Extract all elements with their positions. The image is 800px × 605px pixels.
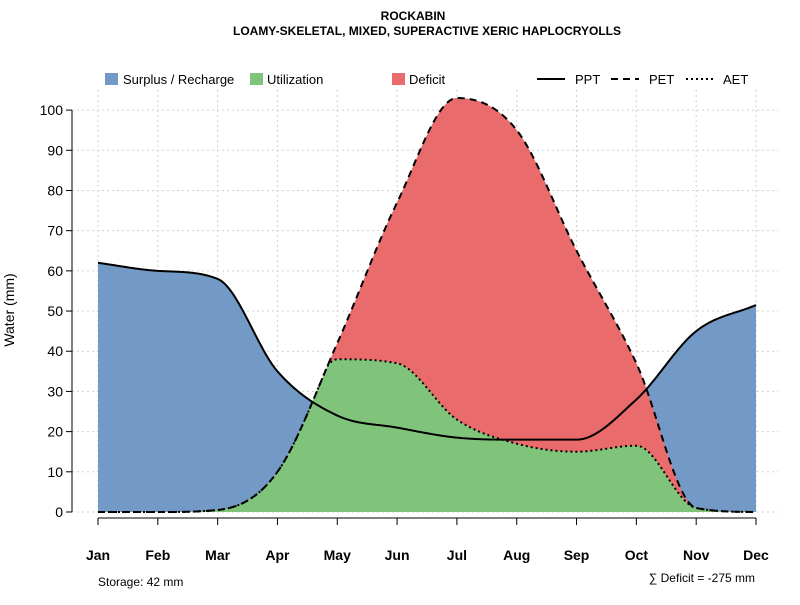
area-fills [98,98,756,512]
legend-label-deficit: Deficit [409,72,446,87]
x-tick-label: Jun [385,547,410,563]
legend-label-ppt: PPT [575,72,600,87]
x-tick-label: Oct [625,547,649,563]
y-tick-label: 80 [47,182,63,198]
x-tick-label: Feb [145,547,170,563]
legend-swatch-utilization [250,73,263,85]
x-tick-label: Apr [265,547,290,563]
y-tick-label: 100 [40,102,64,118]
y-tick-label: 70 [47,223,63,239]
legend: Surplus / Recharge Utilization Deficit P… [105,72,748,87]
x-tick-label: Sep [564,547,590,563]
ppt-line [97,261,757,441]
deficit-note: ∑ Deficit = -275 mm [649,571,755,585]
chart-subtitle: LOAMY-SKELETAL, MIXED, SUPERACTIVE XERIC… [233,24,621,38]
y-tick-label: 60 [47,263,63,279]
utilization-area [98,359,756,512]
y-axis-label: Water (mm) [1,273,17,346]
legend-swatch-deficit [392,73,405,85]
x-tick-label: Nov [683,547,710,563]
y-tick-label: 50 [47,303,63,319]
y-tick-label: 10 [47,464,63,480]
x-tick-label: Dec [743,547,769,563]
y-tick-label: 90 [47,142,63,158]
chart-title: ROCKABIN [381,9,446,23]
axes: 0 10 20 30 40 50 60 70 80 90 100 Jan Feb Mar Apr May Jun… [40,102,769,563]
legend-label-pet: PET [649,72,674,87]
x-tick-label: May [324,547,351,563]
x-tick-label: Mar [205,547,230,563]
x-tick-label: Jul [447,547,467,563]
legend-label-aet: AET [723,72,748,87]
y-tick-label: 0 [55,504,63,520]
legend-swatch-surplus [105,73,118,85]
deficit-area [98,98,756,512]
legend-label-utilization: Utilization [267,72,323,87]
y-tick-label: 30 [47,383,63,399]
y-tick-label: 20 [47,424,63,440]
y-tick-label: 40 [47,343,63,359]
x-tick-label: Aug [503,547,530,563]
series-lines [97,97,757,513]
pet-line [98,97,757,513]
legend-label-surplus: Surplus / Recharge [123,72,234,87]
x-tick-label: Jan [86,547,110,563]
storage-note: Storage: 42 mm [98,575,183,589]
